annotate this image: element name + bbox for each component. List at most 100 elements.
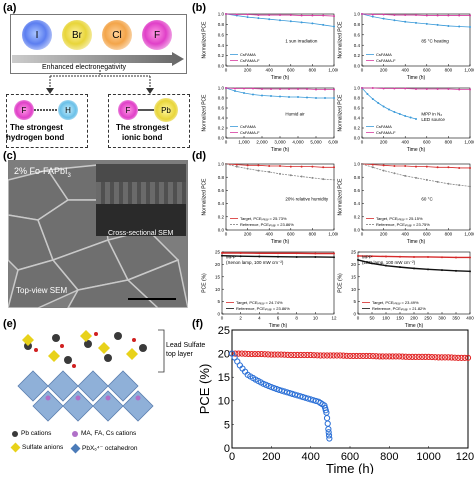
atom-f-left: F <box>14 100 34 120</box>
series-marker <box>393 164 396 167</box>
x-tick-label: 200 <box>380 232 388 237</box>
series-marker <box>393 14 396 17</box>
data-point-target <box>271 351 278 358</box>
data-point-target <box>264 351 272 358</box>
legend-entry: Target, PCEᵢₙᵢₜᵢₐₗ = 23.49% <box>372 300 419 305</box>
chart-d1: 0 200 400 600 800 1,000 0.0 0.2 0.4 0.6 0.8 1.0 Time… <box>202 162 339 244</box>
legend-entry: CsFAMA-F <box>240 130 260 135</box>
y-tick-label: 0.8 <box>354 22 361 27</box>
y-tick-label: 0.4 <box>354 43 361 48</box>
series-marker <box>371 13 374 16</box>
data-point-target <box>379 353 386 360</box>
x-tick-label: 8 <box>295 316 298 321</box>
series-marker <box>385 264 387 267</box>
x-tick-label: 10 <box>313 316 319 321</box>
sem-label-composition: 2% Fo-FAPbI3 <box>14 166 71 179</box>
x-tick-label: 800 <box>445 232 453 237</box>
series-marker <box>425 178 428 181</box>
x-axis-label: Time (h) <box>407 147 426 152</box>
ionic-caption-2: ionic bond <box>122 133 163 142</box>
x-tick-label: 800 <box>309 68 317 73</box>
series-marker <box>234 87 236 90</box>
top-layer-molecules <box>22 330 147 368</box>
series-marker <box>469 166 471 169</box>
data-point-target <box>346 352 354 360</box>
data-point-target <box>248 350 255 358</box>
ionic-bond-box <box>108 94 190 148</box>
data-point-target <box>356 352 363 360</box>
y-tick-label: 0.6 <box>354 106 361 111</box>
legend-entry: CsFAMA <box>240 124 256 129</box>
element-sphere-br: Br <box>62 20 92 50</box>
panel-label-c: (c) <box>3 150 17 162</box>
x-tick-label: 200 <box>244 68 252 73</box>
series-marker <box>300 21 303 24</box>
series-marker <box>235 163 238 166</box>
series-marker <box>268 18 271 21</box>
series-marker <box>289 165 292 168</box>
ma-fa-cs-cation-icon <box>72 430 78 437</box>
panel-label-f: (f) <box>192 318 203 330</box>
x-tick-label: 300 <box>438 316 446 321</box>
series-marker <box>333 178 335 181</box>
lead-sulfate-label-2: top layer <box>166 351 193 358</box>
chart-annotation: (LED lamp, 100 mW cm⁻²) <box>362 260 416 265</box>
data-point-target <box>350 352 357 360</box>
series-marker <box>469 88 471 91</box>
y-tick-label: 0.8 <box>354 175 361 180</box>
series-marker <box>246 16 249 19</box>
series-marker <box>398 113 401 115</box>
series-marker <box>415 176 417 179</box>
data-point-reference <box>294 392 301 399</box>
y-tick-label: 0.8 <box>218 96 225 101</box>
series-marker <box>458 88 461 91</box>
data-point-target <box>304 351 311 359</box>
series-marker <box>377 102 380 104</box>
series-marker <box>458 184 461 187</box>
chart-annotation: 60 °C <box>421 196 433 201</box>
x-tick-label: 100 <box>382 316 390 321</box>
panel-label-a: (a) <box>3 2 17 14</box>
series-marker <box>300 14 303 17</box>
y-tick-label: 5 <box>224 419 230 431</box>
series-marker <box>361 163 363 165</box>
series-marker <box>393 111 396 113</box>
x-tick-label: 400 <box>401 140 409 145</box>
data-point-target <box>307 351 314 359</box>
series-marker <box>252 87 254 90</box>
y-tick-label: 25 <box>351 250 357 255</box>
y-tick-label: 0 <box>217 312 220 317</box>
series-marker <box>300 165 303 168</box>
series-marker <box>315 88 317 91</box>
series-marker <box>427 255 429 258</box>
data-point-reference <box>249 374 257 382</box>
x-tick-label: 600 <box>341 451 359 463</box>
data-point-target <box>320 352 327 359</box>
sem-top-view-image: 2% Fo-FAPbI3 Cross-sectional SEM Top-vie… <box>8 160 188 308</box>
data-point-target <box>399 353 406 360</box>
series-marker <box>261 94 263 97</box>
data-point-reference <box>326 435 333 442</box>
data-point-reference <box>325 429 332 436</box>
series-marker <box>300 175 303 178</box>
y-tick-label: 5 <box>217 299 220 304</box>
series-marker <box>361 13 363 15</box>
series-marker <box>289 174 292 177</box>
x-axis-label: Time (h) <box>407 75 426 80</box>
legend-entry: CsFAMA <box>240 52 256 57</box>
legend-entry: Reference, PCEᵢₙᵢₜᵢₐₗ = 23.86% <box>240 222 294 227</box>
electronegativity-arrow <box>12 52 184 66</box>
plot-frame <box>361 13 471 67</box>
lead-sulfate-label-1: Lead Sulfate <box>166 342 206 349</box>
data-point-target <box>287 351 295 359</box>
series-marker <box>404 115 407 117</box>
series-marker <box>393 19 396 22</box>
series-marker <box>455 269 457 272</box>
data-point-target <box>317 352 324 359</box>
x-tick-label: 6,000 <box>328 140 338 145</box>
series-marker <box>270 95 272 97</box>
data-point-target <box>445 354 452 361</box>
data-point-target <box>245 350 252 358</box>
y-tick-label: 1.0 <box>354 162 361 167</box>
